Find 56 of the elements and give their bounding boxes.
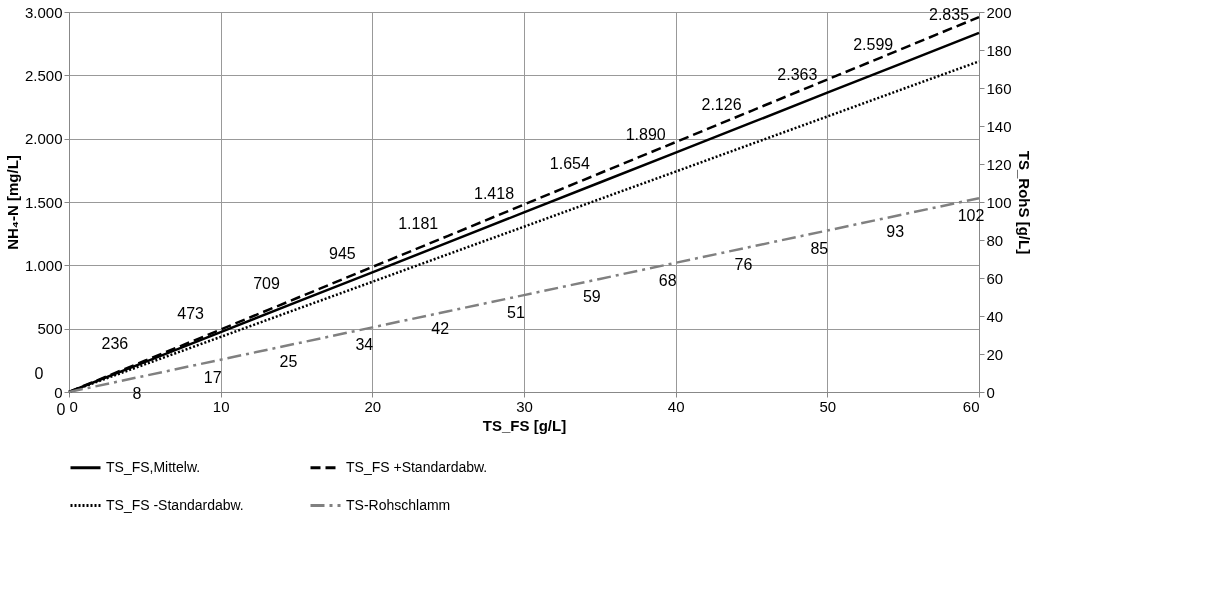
data-label: 2.599 xyxy=(853,35,894,53)
data-label: 85 xyxy=(810,239,829,257)
data-label: 473 xyxy=(177,305,205,323)
y2-tick-label: 0 xyxy=(986,383,995,401)
y2-tick-label: 140 xyxy=(986,117,1012,135)
data-label: 1.890 xyxy=(625,125,666,143)
y2-tick-label: 20 xyxy=(986,345,1004,363)
x-tick-label: 30 xyxy=(516,397,533,415)
data-label: 2.126 xyxy=(701,95,742,113)
legend-label: TS_FS +Standardabw. xyxy=(346,458,488,475)
y2-tick-label: 40 xyxy=(986,307,1004,325)
data-label: 2.363 xyxy=(777,65,818,83)
x-tick-label: 10 xyxy=(212,397,230,415)
data-label: 2.835 xyxy=(928,5,970,23)
legend-label: TS_FS -Standardabw. xyxy=(106,496,244,513)
data-label: 17 xyxy=(203,368,222,386)
data-label: 42 xyxy=(431,320,450,338)
data-label: 59 xyxy=(582,287,601,305)
data-label: 51 xyxy=(507,304,525,322)
x-tick-label: 60 xyxy=(962,397,980,415)
y2-axis-title: TS_RohS [g/L] xyxy=(1015,150,1033,255)
data-label: 1.654 xyxy=(549,155,590,173)
y2-tick-label: 180 xyxy=(986,41,1012,59)
y-tick-label: 500 xyxy=(37,320,63,338)
data-label: 68 xyxy=(658,271,677,289)
y2-tick-label: 200 xyxy=(986,3,1012,21)
x-tick-label: 0 xyxy=(69,397,78,415)
data-label: 102 xyxy=(957,207,985,225)
x-tick-label: 50 xyxy=(819,397,837,415)
x-tick-label: 20 xyxy=(364,397,382,415)
y-tick-label: 0 xyxy=(54,383,63,401)
legend-label: TS_FS,Mittelw. xyxy=(106,458,201,475)
y-tick-label: 1.500 xyxy=(24,193,63,211)
x-tick-label: 40 xyxy=(667,397,685,415)
data-label: 34 xyxy=(355,336,374,354)
y2-tick-label: 160 xyxy=(986,79,1012,97)
data-label: 945 xyxy=(328,245,356,263)
y-tick-label: 3.000 xyxy=(24,3,63,21)
data-label: 93 xyxy=(886,223,905,241)
data-label: 76 xyxy=(734,255,753,273)
data-label: 1.181 xyxy=(398,215,439,233)
x-axis-title: TS_FS [g/L] xyxy=(482,416,567,434)
y2-tick-label: 80 xyxy=(986,231,1004,249)
data-label: 8 xyxy=(132,384,142,402)
data-label: 1.418 xyxy=(473,185,515,203)
legend-label: TS-Rohschlamm xyxy=(346,496,451,513)
y-axis-title: NH₄-N [mg/L] xyxy=(3,155,21,250)
data-label: 709 xyxy=(253,275,280,293)
y2-tick-label: 60 xyxy=(986,269,1004,287)
y2-tick-label: 100 xyxy=(986,193,1012,211)
y-tick-label: 2.500 xyxy=(24,66,63,84)
data-label: 25 xyxy=(279,352,298,370)
y-tick-label: 1.000 xyxy=(24,256,63,274)
y2-tick-label: 120 xyxy=(986,155,1012,173)
data-label: 236 xyxy=(101,335,129,353)
y-tick-label: 2.000 xyxy=(24,130,63,148)
